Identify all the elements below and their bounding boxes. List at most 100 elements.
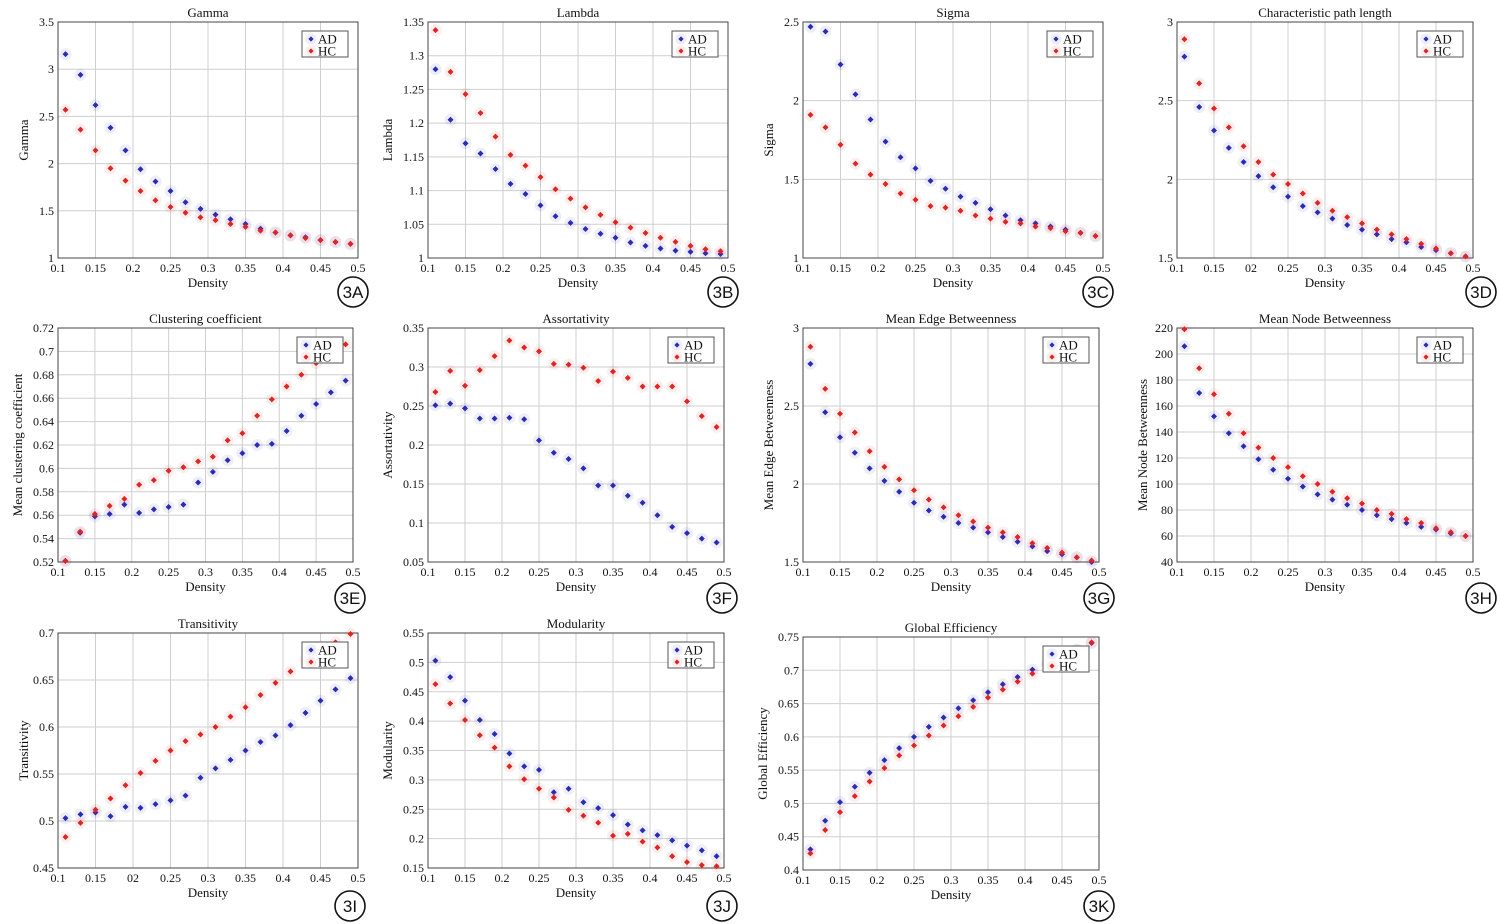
data-point-ad bbox=[1237, 440, 1250, 453]
data-point-hc bbox=[699, 243, 712, 256]
legend-marker-hc bbox=[1050, 45, 1062, 57]
data-point-hc bbox=[592, 375, 605, 388]
data-point-hc bbox=[982, 521, 994, 534]
data-point-hc bbox=[314, 234, 327, 247]
data-point-ad bbox=[863, 462, 876, 475]
x-tick-label: 0.15 bbox=[455, 565, 476, 579]
data-point-hc bbox=[669, 235, 682, 248]
x-tick-label: 0.5 bbox=[351, 871, 366, 885]
y-tick-label: 0.15 bbox=[403, 477, 424, 491]
x-tick-label: 0.25 bbox=[905, 261, 926, 275]
panel-label: 3C bbox=[1087, 283, 1109, 302]
panel-badge: 3A bbox=[337, 276, 369, 308]
data-point-hc bbox=[239, 220, 252, 233]
x-tick-label: 0.25 bbox=[158, 565, 179, 579]
x-tick-label: 0.25 bbox=[904, 873, 925, 887]
y-tick-label: 0.4 bbox=[409, 714, 424, 728]
data-point-ad bbox=[474, 147, 487, 160]
data-point-hc bbox=[1267, 168, 1280, 181]
data-point-ad bbox=[344, 672, 357, 685]
y-tick-label: 0.35 bbox=[403, 744, 424, 758]
y-tick-label: 0.55 bbox=[33, 767, 54, 781]
data-point-hc bbox=[1415, 517, 1428, 529]
data-point-ad bbox=[488, 728, 501, 741]
data-point-ad bbox=[194, 202, 207, 215]
data-point-ad bbox=[488, 412, 501, 425]
x-tick-label: 0.1 bbox=[796, 873, 811, 887]
y-axis-label: Global Efficiency bbox=[755, 707, 770, 800]
chart-panel-3a: 0.1 0.15 0.2 0.25 0.3 0.35 0.4 0.45 0.5 1 1.5 2 2.5 3… bbox=[16, 5, 369, 308]
data-point-hc bbox=[878, 460, 891, 473]
data-point-hc bbox=[577, 809, 590, 822]
data-point-hc bbox=[1014, 217, 1027, 230]
data-point-hc bbox=[1370, 504, 1383, 516]
legend-marker-ad bbox=[671, 644, 683, 656]
data-point-hc bbox=[621, 371, 634, 384]
data-point-hc bbox=[459, 88, 472, 101]
x-tick-label: 0.5 bbox=[1466, 261, 1481, 275]
plot-frame bbox=[802, 327, 1100, 563]
data-point-ad bbox=[819, 814, 832, 827]
x-axis-label: Density bbox=[931, 887, 972, 902]
y-tick-label: 0.25 bbox=[403, 802, 424, 816]
chart-title: Assortativity bbox=[542, 311, 610, 326]
y-tick-label: 1 bbox=[418, 251, 424, 265]
x-axis-label: Density bbox=[1305, 579, 1346, 594]
chart-panel-3f: 0.1 0.15 0.2 0.25 0.3 0.35 0.4 0.45 0.50.050.10.… bbox=[380, 311, 738, 614]
x-tick-label: 0.4 bbox=[643, 565, 658, 579]
y-tick-label: 0.25 bbox=[403, 399, 424, 413]
y-tick-label: 1.5 bbox=[39, 204, 54, 218]
y-tick-label: 140 bbox=[1155, 425, 1173, 439]
data-point-ad bbox=[969, 196, 982, 209]
x-tick-label: 0.3 bbox=[569, 565, 584, 579]
data-point-hc bbox=[177, 461, 190, 474]
data-point-ad bbox=[177, 498, 190, 511]
data-point-hc bbox=[1326, 204, 1339, 217]
data-point-hc bbox=[1385, 507, 1398, 520]
data-point-ad bbox=[577, 796, 590, 809]
data-point-ad bbox=[562, 782, 575, 795]
data-point-hc bbox=[1222, 121, 1235, 134]
data-point-ad bbox=[1237, 156, 1250, 169]
data-point-ad bbox=[922, 720, 935, 733]
y-tick-label: 0.75 bbox=[778, 630, 799, 644]
data-point-hc bbox=[1074, 226, 1087, 239]
data-point-hc bbox=[1356, 217, 1368, 230]
data-point-ad bbox=[1011, 670, 1024, 683]
data-point-ad bbox=[1296, 480, 1309, 493]
data-point-ad bbox=[1193, 387, 1206, 399]
data-point-hc bbox=[519, 159, 532, 172]
data-point-hc bbox=[489, 130, 502, 143]
legend-marker-ad bbox=[1046, 339, 1058, 351]
y-tick-label: 0.15 bbox=[403, 861, 424, 875]
y-axis-label: Mean Node Betweenness bbox=[1135, 379, 1150, 511]
badge-circle bbox=[337, 276, 369, 308]
data-point-hc bbox=[848, 426, 861, 439]
data-point-hc bbox=[834, 806, 846, 819]
legend-label-hc: HC bbox=[688, 44, 706, 59]
data-point-hc bbox=[908, 484, 920, 497]
data-point-ad bbox=[314, 694, 327, 707]
data-point-ad bbox=[473, 713, 486, 726]
data-point-hc bbox=[147, 474, 160, 487]
data-point-hc bbox=[908, 739, 920, 752]
y-tick-label: 1.5 bbox=[784, 555, 799, 569]
data-point-ad bbox=[1385, 513, 1398, 526]
data-point-hc bbox=[695, 410, 708, 423]
legend-label-hc: HC bbox=[1433, 44, 1451, 59]
y-tick-label: 0.7 bbox=[39, 344, 54, 358]
y-tick-label: 1.1 bbox=[409, 184, 424, 198]
plot-frame bbox=[57, 632, 359, 869]
data-point-hc bbox=[547, 791, 560, 804]
data-point-ad bbox=[519, 187, 532, 200]
legend-marker-hc bbox=[1420, 351, 1432, 363]
data-point-ad bbox=[59, 48, 72, 61]
data-point-ad bbox=[224, 213, 237, 226]
data-point-hc bbox=[473, 364, 486, 377]
x-tick-label: 0.35 bbox=[1352, 261, 1373, 275]
x-tick-label: 0.25 bbox=[904, 565, 925, 579]
data-point-hc bbox=[295, 368, 308, 381]
